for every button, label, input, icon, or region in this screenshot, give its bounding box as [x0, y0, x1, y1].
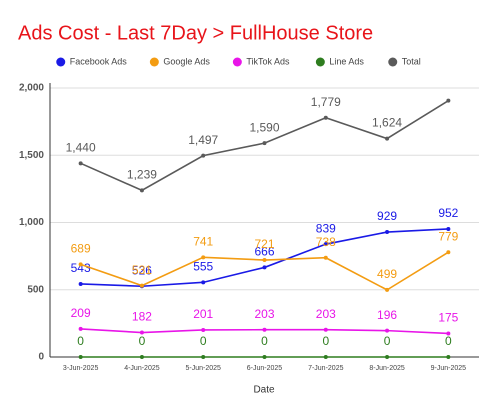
legend-marker: [149, 57, 159, 67]
data-label: 0: [261, 334, 268, 348]
data-label: 543: [71, 261, 91, 275]
point: [262, 355, 267, 359]
data-label: 526: [132, 263, 152, 277]
data-label: 0: [445, 334, 452, 348]
legend-marker: [56, 57, 66, 67]
data-label: 182: [132, 310, 152, 324]
data-label: 0: [322, 334, 329, 348]
point: [78, 326, 83, 331]
legend-label: Line Ads: [329, 56, 364, 66]
point: [78, 262, 83, 267]
point: [201, 280, 206, 285]
data-label: 1,624: [372, 116, 402, 130]
data-label: 0: [139, 334, 146, 348]
data-label: 196: [377, 308, 397, 322]
y-tick-label: 0: [38, 352, 44, 363]
data-label: 209: [71, 306, 91, 320]
legend-marker: [388, 57, 398, 67]
data-label: 1,239: [127, 168, 157, 182]
data-label: 689: [71, 242, 91, 256]
data-label: 1,590: [249, 120, 279, 134]
data-label: 1,779: [311, 95, 341, 109]
point: [139, 355, 144, 359]
x-tick-label: 5-Jun-2025: [186, 365, 222, 372]
point: [446, 355, 451, 359]
data-label: 531: [132, 263, 152, 277]
legend-label: Facebook Ads: [70, 56, 128, 66]
x-tick-label: 6-Jun-2025: [247, 365, 283, 372]
point: [201, 153, 206, 158]
point: [139, 283, 144, 288]
point: [385, 328, 390, 333]
point: [385, 230, 390, 235]
x-tick-label: 8-Jun-2025: [369, 365, 405, 372]
data-label: 203: [254, 307, 274, 321]
data-label: 1,440: [66, 140, 96, 154]
point: [262, 265, 267, 270]
point: [139, 330, 144, 335]
data-label: 0: [77, 334, 84, 348]
data-label: 721: [254, 237, 274, 251]
point: [201, 255, 206, 260]
point: [446, 226, 451, 231]
point: [446, 98, 451, 103]
data-label: 201: [193, 307, 213, 321]
x-tick-label: 3-Jun-2025: [63, 365, 99, 372]
point: [385, 287, 390, 292]
legend-label: TikTok Ads: [246, 56, 290, 66]
y-tick-label: 1,000: [19, 217, 44, 228]
data-label: 0: [384, 334, 391, 348]
point: [139, 188, 144, 193]
point: [201, 327, 206, 332]
point: [385, 136, 390, 141]
point: [262, 258, 267, 263]
point: [262, 141, 267, 146]
data-label: 779: [438, 229, 458, 243]
point: [446, 250, 451, 255]
data-label: 203: [316, 307, 336, 321]
point: [323, 355, 328, 359]
data-label: 741: [193, 235, 213, 249]
legend-marker: [315, 57, 325, 67]
x-axis-label: Date: [253, 385, 275, 396]
y-tick-label: 1,500: [19, 150, 44, 161]
legend-label: Google Ads: [163, 56, 210, 66]
point: [78, 355, 83, 359]
data-label: 555: [193, 260, 213, 274]
chart-title: Ads Cost - Last 7Day > FullHouse Store: [18, 22, 373, 44]
data-label: 499: [377, 267, 397, 281]
legend-label: Total: [402, 56, 421, 66]
data-label: 1,497: [188, 133, 218, 147]
point: [446, 331, 451, 336]
data-label: 839: [316, 221, 336, 235]
data-label: 0: [200, 334, 207, 348]
x-tick-label: 7-Jun-2025: [308, 365, 344, 372]
point: [323, 115, 328, 120]
legend-marker: [232, 57, 242, 67]
point: [262, 327, 267, 332]
point: [323, 255, 328, 260]
point: [385, 355, 390, 359]
data-label: 929: [377, 209, 397, 223]
data-label: 738: [316, 235, 336, 249]
point: [78, 161, 83, 166]
point: [323, 242, 328, 247]
x-tick-label: 9-Jun-2025: [431, 365, 467, 372]
x-tick-label: 4-Jun-2025: [124, 365, 160, 372]
y-tick-label: 500: [27, 284, 44, 295]
point: [78, 281, 83, 286]
data-label: 952: [438, 206, 458, 220]
y-tick-label: 2,000: [19, 83, 44, 94]
data-label: 666: [254, 245, 274, 259]
point: [201, 355, 206, 359]
data-label: 175: [438, 311, 458, 325]
point: [323, 327, 328, 332]
